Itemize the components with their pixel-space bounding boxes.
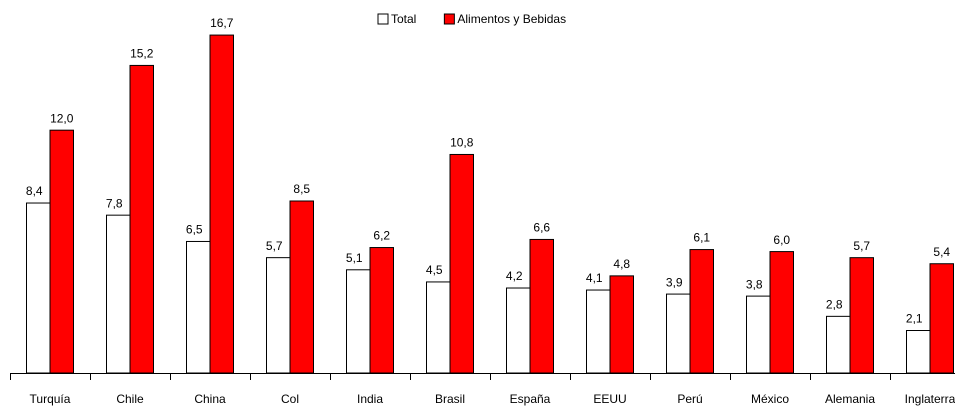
data-label: 2,1 bbox=[906, 312, 923, 326]
x-tick-label: India bbox=[357, 392, 383, 406]
data-label: 6,5 bbox=[186, 223, 203, 237]
bar bbox=[529, 238, 554, 374]
data-label: 8,4 bbox=[26, 184, 43, 198]
data-label: 5,4 bbox=[933, 245, 950, 259]
data-label: 8,5 bbox=[293, 182, 310, 196]
bar bbox=[266, 257, 291, 374]
bar bbox=[769, 251, 794, 374]
legend-swatch bbox=[377, 13, 389, 25]
data-label: 15,2 bbox=[130, 47, 154, 61]
data-label: 4,8 bbox=[613, 257, 630, 271]
data-label: 5,7 bbox=[853, 239, 870, 253]
x-tick-label: Inglaterra bbox=[905, 392, 955, 406]
bar bbox=[746, 295, 771, 374]
bar bbox=[426, 281, 451, 374]
bar bbox=[689, 249, 714, 374]
bar bbox=[609, 275, 634, 374]
bar bbox=[449, 153, 474, 374]
bar bbox=[369, 247, 394, 374]
data-label: 3,9 bbox=[666, 275, 683, 289]
x-tick-label: Perú bbox=[677, 392, 702, 406]
x-tick-label: Col bbox=[281, 392, 299, 406]
legend-swatch bbox=[443, 13, 455, 25]
bar bbox=[929, 263, 954, 374]
x-tick-label: México bbox=[751, 392, 789, 406]
data-label: 6,2 bbox=[373, 229, 390, 243]
bar bbox=[129, 64, 154, 374]
x-tick-label: Turquía bbox=[30, 392, 71, 406]
data-label: 5,7 bbox=[266, 239, 283, 253]
bar bbox=[346, 269, 371, 374]
bar bbox=[209, 34, 234, 374]
x-tick-label: China bbox=[194, 392, 226, 406]
bar bbox=[106, 214, 131, 374]
bar bbox=[289, 200, 314, 374]
data-label: 4,2 bbox=[506, 269, 523, 283]
data-label: 12,0 bbox=[50, 111, 74, 125]
bar bbox=[906, 330, 931, 374]
x-tick-label: Alemania bbox=[825, 392, 875, 406]
bar bbox=[586, 289, 611, 374]
bar bbox=[26, 202, 51, 374]
data-label: 7,8 bbox=[106, 196, 123, 210]
bar bbox=[49, 129, 74, 374]
legend-label: Total bbox=[391, 12, 416, 26]
x-tick-label: Brasil bbox=[435, 392, 465, 406]
bar bbox=[506, 287, 531, 374]
data-label: 10,8 bbox=[450, 136, 474, 150]
data-label: 4,5 bbox=[426, 263, 443, 277]
x-tick-label: España bbox=[510, 392, 551, 406]
data-label: 2,8 bbox=[826, 298, 843, 312]
data-label: 6,0 bbox=[773, 233, 790, 247]
data-label: 16,7 bbox=[210, 16, 234, 30]
legend-label: Alimentos y Bebidas bbox=[457, 12, 566, 26]
data-label: 6,6 bbox=[533, 221, 550, 235]
x-tick-label: Chile bbox=[116, 392, 144, 406]
data-label: 3,8 bbox=[746, 277, 763, 291]
bar bbox=[666, 293, 691, 374]
data-label: 4,1 bbox=[586, 271, 603, 285]
data-label: 6,1 bbox=[693, 231, 710, 245]
data-label: 5,1 bbox=[346, 251, 363, 265]
bar bbox=[826, 315, 851, 374]
bar bbox=[186, 240, 211, 374]
x-tick-label: EEUU bbox=[593, 392, 626, 406]
bar bbox=[849, 257, 874, 374]
